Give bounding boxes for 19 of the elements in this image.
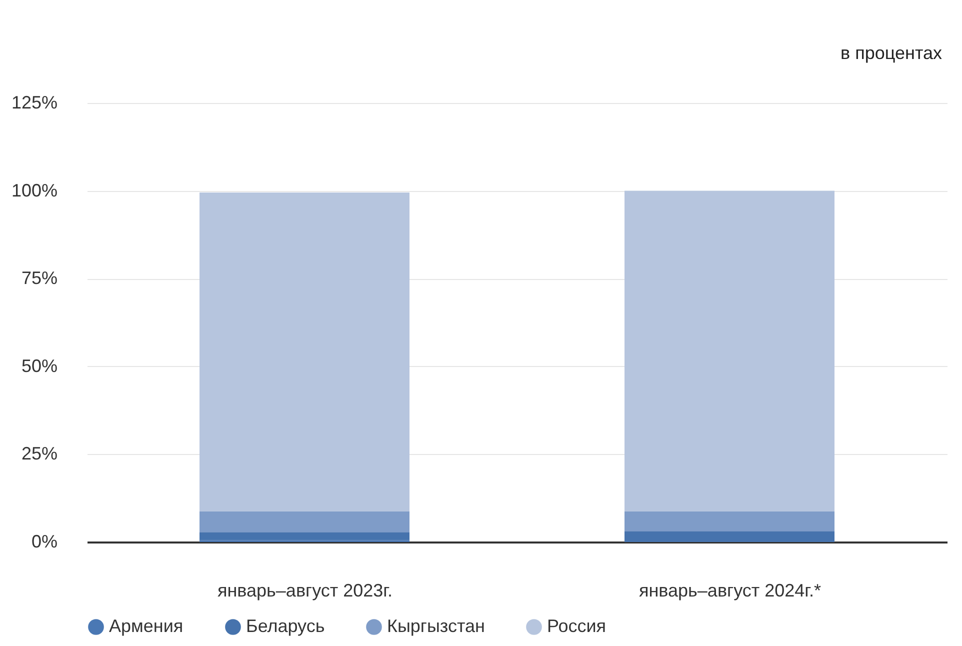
bar — [200, 532, 410, 540]
y-tick-label: 125% — [11, 92, 58, 112]
bar — [200, 192, 410, 512]
y-tick-label: 50% — [21, 356, 58, 376]
y-tick-label: 75% — [21, 268, 58, 288]
bar — [200, 511, 410, 532]
y-tick-label: 100% — [11, 180, 58, 200]
y-tick-label: 25% — [21, 444, 58, 464]
x-tick-label: январь–август 2023г. — [217, 580, 393, 600]
bar — [624, 511, 834, 532]
legend-label: Беларусь — [246, 616, 325, 636]
y-tick-label: 0% — [31, 532, 58, 552]
legend-label: Россия — [547, 616, 606, 636]
bar — [624, 531, 834, 541]
text: в процентах — [840, 43, 942, 63]
legend-label: Кыргызстан — [387, 616, 485, 636]
legend-label: Армения — [109, 616, 184, 636]
bar — [624, 190, 834, 512]
x-tick-label: январь–август 2024г.* — [638, 580, 822, 600]
